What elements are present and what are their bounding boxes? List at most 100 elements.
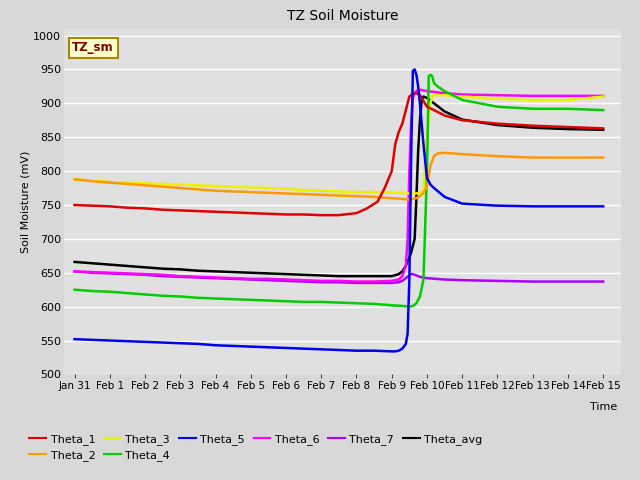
Theta_4 (353, 300, 360, 306)
Theta_5 (371, 348, 378, 354)
X-axis label: Time: Time (591, 402, 618, 412)
Theta_2 (106, 180, 114, 185)
Theta_5 (402, 341, 410, 347)
Theta_7 (229, 276, 237, 282)
Theta_5 (529, 204, 536, 209)
Theta_5 (411, 67, 419, 72)
Theta_5 (335, 347, 342, 353)
Theta_5 (599, 204, 607, 209)
Theta_5 (407, 155, 415, 160)
Y-axis label: Soil Moisture (mV): Soil Moisture (mV) (20, 150, 31, 253)
Theta_2 (88, 179, 96, 184)
Theta_1 (335, 212, 342, 218)
Theta_4 (430, 80, 438, 86)
Theta_6 (411, 90, 419, 96)
Theta_avg (395, 271, 403, 277)
Theta_3 (300, 187, 307, 193)
Theta_7 (371, 280, 378, 286)
Theta_avg (212, 268, 220, 274)
Line: Theta_4: Theta_4 (75, 75, 603, 307)
Text: TZ_sm: TZ_sm (72, 41, 114, 54)
Theta_7 (317, 279, 325, 285)
Theta_avg (353, 273, 360, 279)
Theta_2 (423, 183, 431, 189)
Theta_4 (371, 301, 378, 307)
Theta_1 (441, 113, 449, 119)
Theta_avg (300, 272, 307, 277)
Theta_3 (406, 191, 413, 196)
Theta_1 (106, 204, 114, 209)
Theta_6 (409, 95, 417, 101)
Theta_avg (371, 273, 378, 279)
Theta_avg (247, 270, 255, 276)
Theta_6 (423, 88, 431, 94)
Theta_7 (124, 271, 131, 277)
Theta_5 (564, 204, 572, 209)
Theta_7 (441, 276, 449, 282)
Theta_5 (264, 345, 272, 350)
Theta_2 (177, 185, 184, 191)
Theta_4 (493, 104, 501, 109)
Theta_1 (159, 207, 166, 213)
Theta_5 (493, 203, 501, 208)
Theta_1 (300, 212, 307, 217)
Theta_6 (88, 269, 96, 275)
Theta_7 (88, 270, 96, 276)
Theta_7 (400, 276, 408, 282)
Theta_2 (406, 197, 413, 203)
Theta_4 (434, 84, 442, 89)
Theta_5 (71, 336, 79, 342)
Theta_2 (371, 194, 378, 200)
Theta_2 (388, 195, 396, 201)
Theta_avg (88, 260, 96, 266)
Theta_2 (124, 181, 131, 187)
Theta_6 (247, 276, 255, 282)
Theta_4 (409, 303, 417, 309)
Theta_6 (124, 271, 131, 276)
Theta_1 (413, 90, 420, 96)
Theta_4 (406, 304, 413, 310)
Theta_7 (411, 272, 419, 277)
Theta_7 (423, 276, 431, 281)
Theta_5 (413, 72, 420, 78)
Theta_3 (399, 190, 406, 196)
Theta_1 (71, 202, 79, 208)
Theta_avg (106, 262, 114, 267)
Theta_avg (282, 271, 290, 277)
Theta_3 (599, 94, 607, 99)
Theta_6 (177, 273, 184, 279)
Theta_6 (599, 93, 607, 99)
Theta_3 (247, 184, 255, 190)
Theta_3 (420, 189, 428, 194)
Theta_2 (247, 189, 255, 195)
Theta_3 (416, 190, 424, 196)
Line: Theta_6: Theta_6 (75, 90, 603, 282)
Theta_avg (124, 263, 131, 269)
Theta_5 (141, 339, 149, 345)
Theta_6 (335, 278, 342, 284)
Theta_2 (427, 163, 435, 168)
Theta_2 (71, 176, 79, 182)
Theta_6 (371, 279, 378, 285)
Theta_avg (71, 259, 79, 265)
Theta_3 (335, 189, 342, 194)
Theta_1 (388, 168, 396, 174)
Theta_5 (88, 337, 96, 343)
Theta_7 (141, 272, 149, 277)
Theta_avg (399, 268, 406, 274)
Theta_3 (493, 96, 501, 101)
Theta_5 (247, 344, 255, 349)
Theta_4 (300, 299, 307, 305)
Theta_3 (88, 178, 96, 183)
Theta_7 (413, 273, 420, 278)
Theta_2 (300, 191, 307, 197)
Theta_6 (388, 278, 396, 284)
Theta_6 (413, 88, 420, 94)
Theta_6 (416, 87, 424, 93)
Theta_7 (71, 268, 79, 274)
Theta_5 (420, 141, 428, 147)
Theta_7 (406, 273, 413, 278)
Theta_3 (177, 182, 184, 188)
Theta_7 (247, 276, 255, 282)
Theta_avg (529, 125, 536, 131)
